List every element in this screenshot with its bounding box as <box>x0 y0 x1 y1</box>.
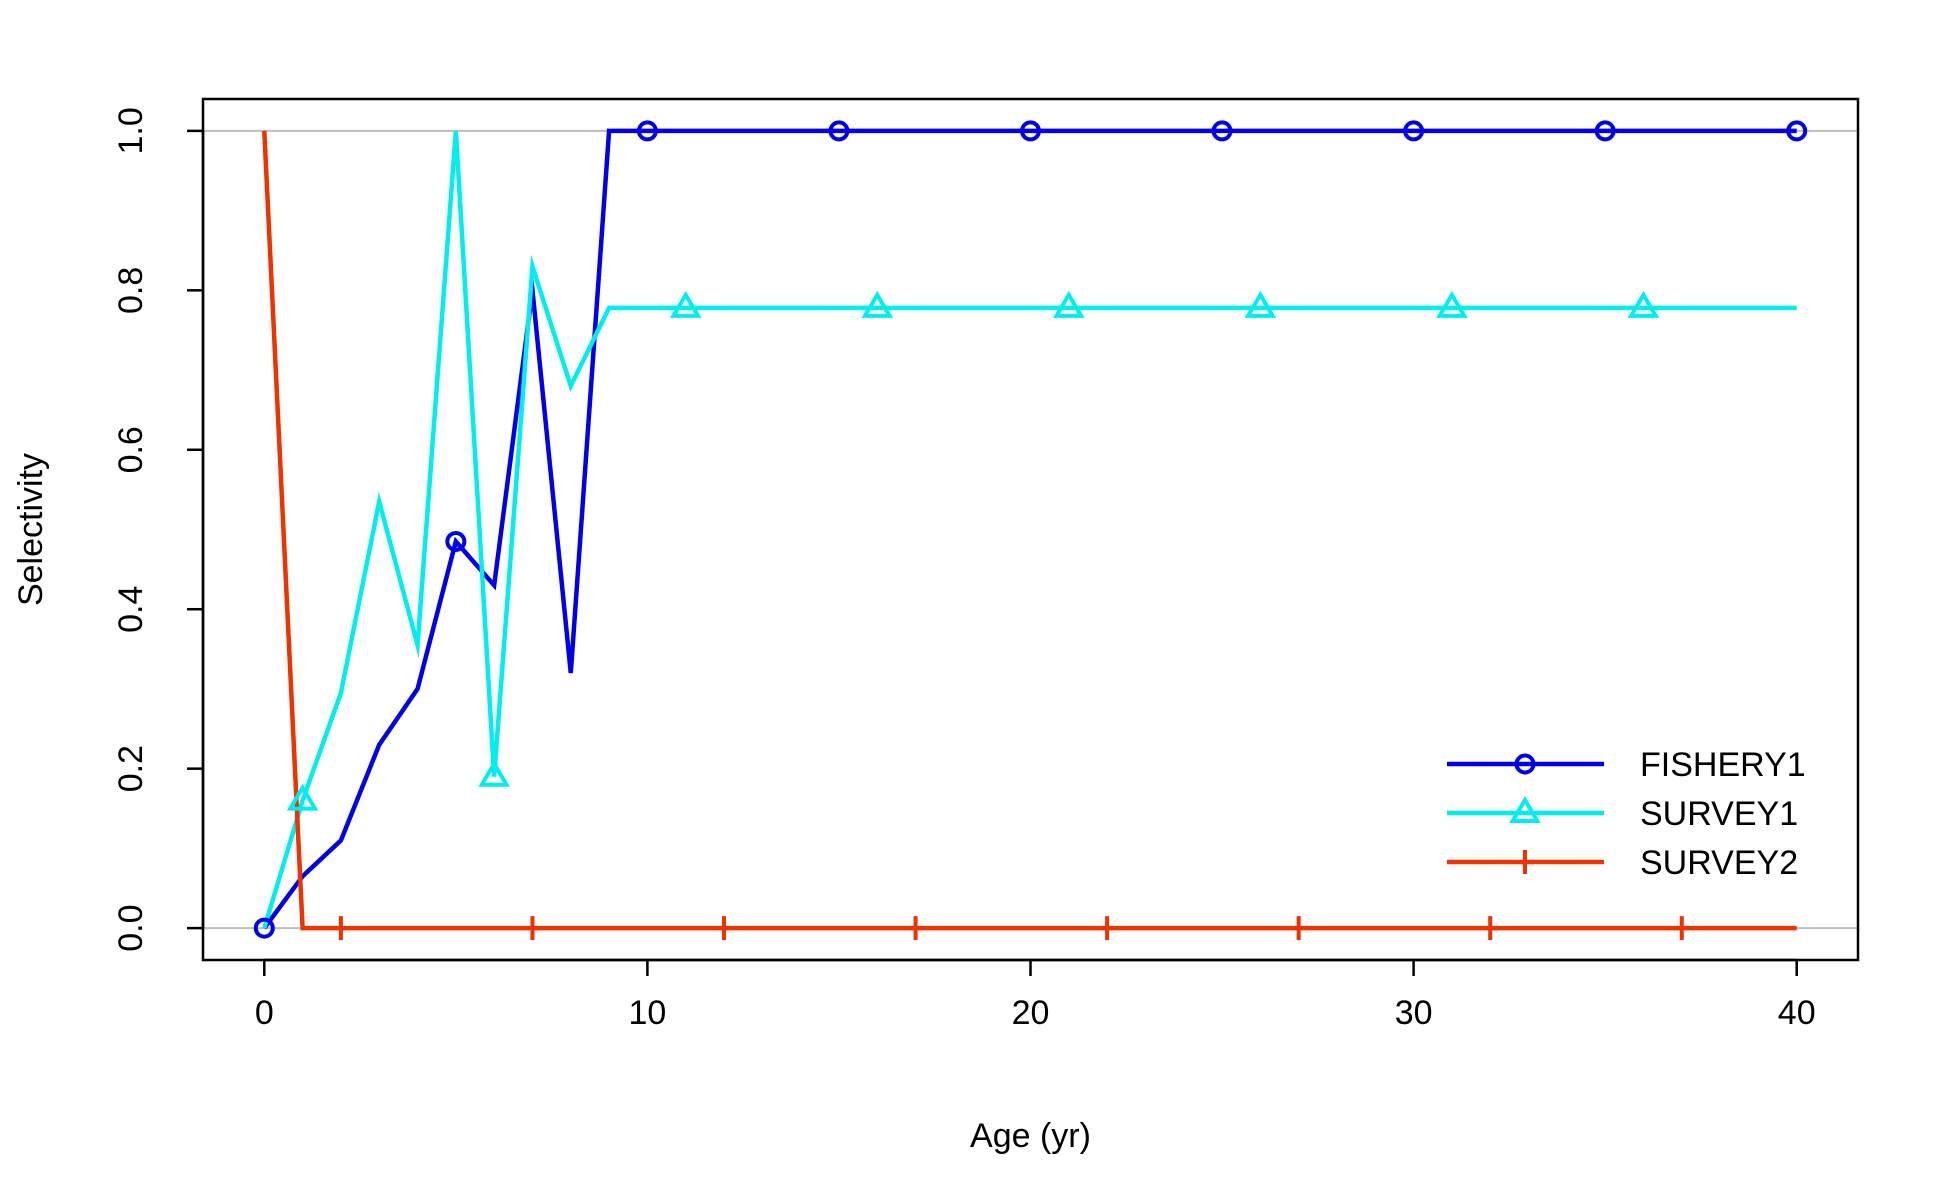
data-point-fishery1-40 <box>1786 120 1808 142</box>
reference-lines <box>203 129 1858 930</box>
data-point-survey2-12 <box>712 916 737 941</box>
series-markers <box>253 120 1808 941</box>
legend-marker-survey1 <box>1509 796 1541 824</box>
data-point-fishery1-20 <box>1020 120 1041 142</box>
data-point-survey1-6 <box>478 759 510 787</box>
data-point-survey1-36 <box>1627 290 1660 318</box>
data-point-survey1-1 <box>286 783 319 811</box>
data-point-survey2-37 <box>1669 916 1694 941</box>
x-axis: 0 10 20 30 40 <box>255 958 1816 1032</box>
series-line-fishery1 <box>262 128 1797 930</box>
data-point-fishery1-15 <box>828 120 850 142</box>
data-point-survey2-27 <box>1286 916 1311 941</box>
y-tick-label-3: 0.6 <box>112 426 150 473</box>
data-point-survey2-32 <box>1478 916 1503 941</box>
series-line-survey2 <box>262 130 1797 931</box>
data-point-survey1-26 <box>1244 290 1277 318</box>
x-tick-label-1: 10 <box>628 994 666 1032</box>
data-point-fishery1-35 <box>1594 120 1616 142</box>
y-tick-label-5: 1.0 <box>112 107 150 154</box>
data-point-fishery1-5 <box>445 530 467 552</box>
plot-frame <box>201 97 1860 962</box>
x-axis-label: Age (yr) <box>970 1117 1091 1155</box>
data-point-survey2-7 <box>520 916 545 941</box>
y-tick-label-1: 0.2 <box>112 745 150 792</box>
y-tick-label-4: 0.8 <box>112 267 150 314</box>
x-tick-label-3: 30 <box>1395 994 1433 1032</box>
x-tick-label-0: 0 <box>255 994 274 1032</box>
legend-label-survey2: SURVEY2 <box>1640 844 1798 882</box>
data-point-fishery1-10 <box>636 120 658 142</box>
y-tick-label-0: 0.0 <box>112 904 150 951</box>
legend-label-survey1: SURVEY1 <box>1640 795 1798 833</box>
y-axis: 0.0 0.2 0.4 0.6 0.8 1.0 <box>112 107 205 952</box>
data-point-survey2-22 <box>1095 916 1120 941</box>
data-point-fishery1-30 <box>1403 120 1425 142</box>
data-point-fishery1-0 <box>253 917 275 939</box>
y-tick-label-2: 0.4 <box>112 586 150 633</box>
series-lines <box>262 128 1797 931</box>
legend-label-fishery1: FISHERY1 <box>1640 746 1806 784</box>
y-axis-label: Selectivity <box>12 453 50 606</box>
data-point-survey2-17 <box>903 916 928 941</box>
data-point-survey1-31 <box>1436 290 1468 318</box>
legend-marker-survey2 <box>1513 850 1537 874</box>
data-point-fishery1-25 <box>1211 120 1233 142</box>
legend: FISHERY1 SURVEY1 SURVEY2 <box>1447 746 1806 882</box>
data-point-survey1-16 <box>861 290 894 318</box>
data-point-survey1-11 <box>669 290 702 318</box>
data-point-survey1-21 <box>1052 290 1085 318</box>
series-line-survey1 <box>262 130 1797 929</box>
x-tick-label-4: 40 <box>1778 994 1816 1032</box>
data-point-survey2-2 <box>328 916 353 941</box>
x-tick-label-2: 20 <box>1012 994 1050 1032</box>
legend-marker-fishery1 <box>1514 753 1536 775</box>
